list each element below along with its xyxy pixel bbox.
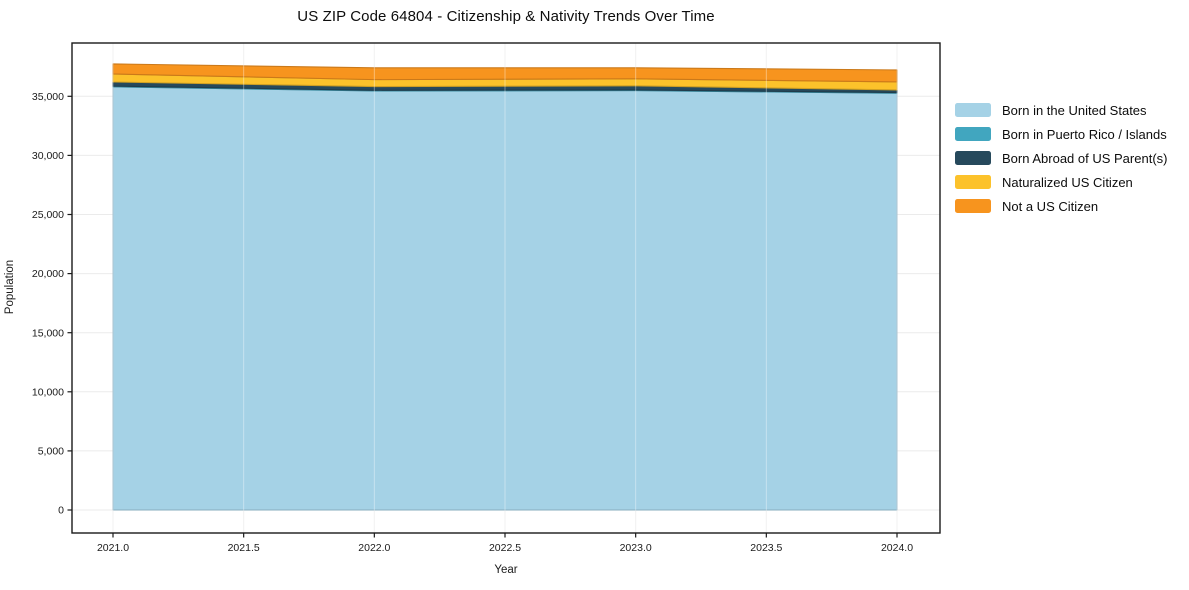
x-tick-label: 2021.5: [228, 542, 260, 554]
legend-item: Naturalized US Citizen: [955, 174, 1167, 190]
x-tick-label: 2021.0: [97, 542, 129, 554]
legend-swatch: [955, 175, 991, 189]
y-axis-label: Population: [4, 259, 16, 315]
x-axis-label: Year: [494, 564, 518, 576]
x-tick-label: 2024.0: [881, 542, 913, 554]
chart-title: US ZIP Code 64804 - Citizenship & Nativi…: [297, 8, 715, 25]
legend-swatch: [955, 151, 991, 165]
legend-label: Naturalized US Citizen: [1002, 174, 1133, 190]
legend-label: Born in Puerto Rico / Islands: [1002, 126, 1167, 142]
x-tick-label: 2022.5: [489, 542, 521, 554]
x-tick-label: 2023.0: [620, 542, 652, 554]
legend-swatch: [955, 103, 991, 117]
y-tick-label: 30,000: [32, 150, 64, 162]
plot-border: [71, 42, 941, 534]
legend-item: Born in the United States: [955, 102, 1167, 118]
legend-item: Born Abroad of US Parent(s): [955, 150, 1167, 166]
y-tick-label: 25,000: [32, 209, 64, 221]
legend-label: Born Abroad of US Parent(s): [1002, 150, 1168, 166]
legend-swatch: [955, 127, 991, 141]
area-not-a-us-citizen: [112, 63, 898, 83]
y-tick-label: 10,000: [32, 386, 64, 398]
x-tick-label: 2022.0: [358, 542, 390, 554]
legend-label: Born in the United States: [1002, 102, 1147, 118]
legend-item: Not a US Citizen: [955, 198, 1167, 214]
legend-swatch: [955, 199, 991, 213]
y-tick-label: 5,000: [38, 446, 64, 458]
y-tick-label: 0: [58, 505, 64, 517]
y-tick-label: 35,000: [32, 91, 64, 103]
legend: Born in the United States Born in Puerto …: [955, 102, 1167, 222]
y-tick-label: 15,000: [32, 327, 64, 339]
x-tick-label: 2023.5: [750, 542, 782, 554]
legend-item: Born in Puerto Rico / Islands: [955, 126, 1167, 142]
y-tick-label: 20,000: [32, 268, 64, 280]
legend-label: Not a US Citizen: [1002, 198, 1099, 214]
